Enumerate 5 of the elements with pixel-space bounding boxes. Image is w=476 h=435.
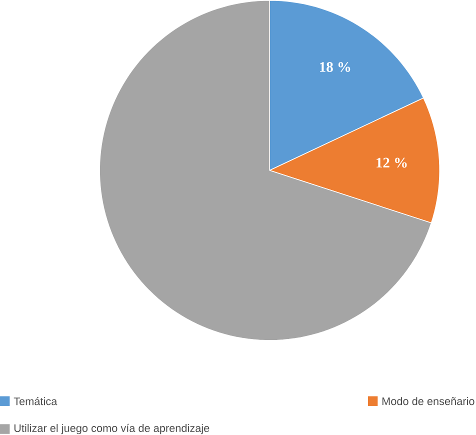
legend-label: Temática — [14, 396, 58, 405]
data-label: 18 % — [320, 62, 350, 72]
data-label: 12 % — [376, 158, 407, 168]
legend-label: Modo de enseñario — [382, 396, 474, 405]
legend-label: Utilizar el juego como vía de aprendizaje — [14, 424, 210, 434]
